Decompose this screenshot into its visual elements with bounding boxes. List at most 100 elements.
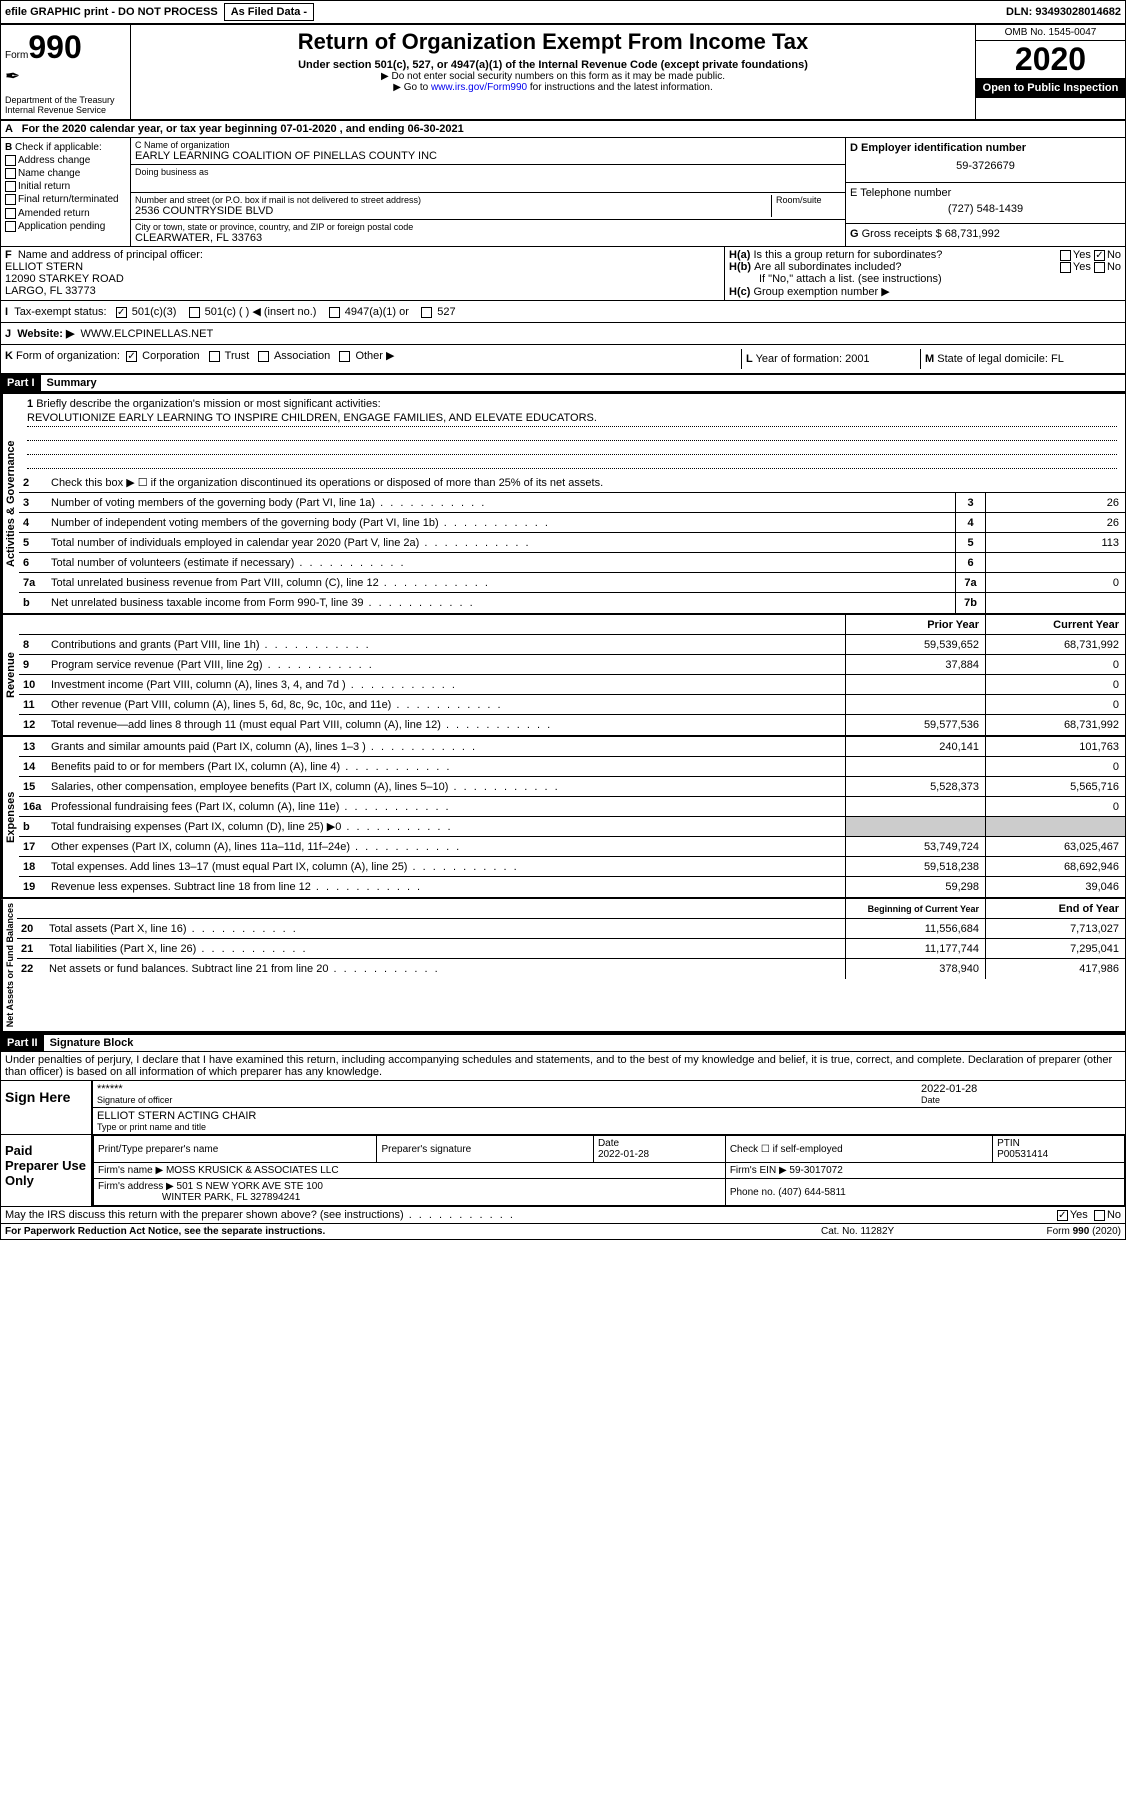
tax-year: 2020 (976, 41, 1125, 78)
cb-501c[interactable] (189, 307, 200, 318)
cb-initial-return[interactable]: Initial return (5, 181, 126, 192)
form-footer: Form 990 (2020) (971, 1226, 1121, 1237)
col-c: C Name of organization EARLY LEARNING CO… (131, 138, 845, 246)
cb-other[interactable] (339, 351, 350, 362)
form-990: efile GRAPHIC print - DO NOT PROCESS As … (0, 0, 1126, 1240)
k-label: K (5, 350, 13, 362)
discuss-yes[interactable] (1057, 1210, 1068, 1221)
officer-addr2: LARGO, FL 33773 (5, 285, 96, 297)
cat-no: Cat. No. 11282Y (821, 1226, 971, 1237)
cb-501c3[interactable] (116, 307, 127, 318)
ha-label: H(a) (729, 249, 750, 261)
cb-amended-return[interactable]: Amended return (5, 208, 126, 219)
mission-block: 1 Briefly describe the organization's mi… (19, 394, 1125, 473)
part2-header: Part II Signature Block (1, 1033, 1125, 1052)
city-label: City or town, state or province, country… (135, 222, 841, 232)
form-number: 990 (28, 29, 81, 65)
subtitle-3: ▶ Go to www.irs.gov/Form990 for instruct… (139, 82, 967, 93)
line-2: 2 Check this box ▶ ☐ if the organization… (19, 473, 1125, 493)
line-16a: 16a Professional fundraising fees (Part … (19, 797, 1125, 817)
discuss-no[interactable] (1094, 1210, 1105, 1221)
line-11: 11 Other revenue (Part VIII, column (A),… (19, 695, 1125, 715)
form-header: Form990 ✒ Department of the Treasury Int… (1, 25, 1125, 121)
row-a-label: A (5, 123, 13, 135)
row-k: K Form of organization: Corporation Trus… (1, 345, 1125, 375)
cb-association[interactable] (258, 351, 269, 362)
city-row: City or town, state or province, country… (131, 220, 845, 246)
public-inspection: Open to Public Inspection (976, 78, 1125, 98)
org-name: EARLY LEARNING COALITION OF PINELLAS COU… (135, 150, 841, 162)
org-name-row: C Name of organization EARLY LEARNING CO… (131, 138, 845, 165)
website: WWW.ELCPINELLAS.NET (81, 328, 214, 340)
phone-label: E Telephone number (850, 187, 1121, 199)
line-6: 6 Total number of volunteers (estimate i… (19, 553, 1125, 573)
row-a-text: For the 2020 calendar year, or tax year … (22, 123, 464, 135)
footer: For Paperwork Reduction Act Notice, see … (1, 1224, 1125, 1239)
part1-label: Part I (1, 375, 41, 391)
col-b: B Check if applicable: Address change Na… (1, 138, 131, 246)
goto-pre: ▶ Go to (393, 82, 431, 93)
discuss-text: May the IRS discuss this return with the… (5, 1209, 515, 1221)
street-label: Number and street (or P.O. box if mail i… (135, 195, 771, 205)
ha-yes[interactable] (1060, 250, 1071, 261)
i-label: I (5, 306, 8, 318)
cb-527[interactable] (421, 307, 432, 318)
firm-addr-cell: Firm's address ▶ 501 S NEW YORK AVE STE … (94, 1179, 726, 1206)
col-end: End of Year (985, 899, 1125, 918)
cb-final-return[interactable]: Final return/terminated (5, 194, 126, 205)
self-emp: Check ☐ if self-employed (725, 1136, 992, 1163)
cb-trust[interactable] (209, 351, 220, 362)
dba-row: Doing business as (131, 165, 845, 193)
col-m: M State of legal domicile: FL (921, 349, 1121, 369)
g-label: G (850, 228, 859, 240)
cb-corporation[interactable] (126, 351, 137, 362)
line-17: 17 Other expenses (Part IX, column (A), … (19, 837, 1125, 857)
vtab-expenses: Expenses (1, 737, 19, 897)
blank-line (27, 427, 1117, 441)
check-if-applicable: Check if applicable: (15, 142, 102, 153)
ein: 59-3726679 (850, 154, 1121, 178)
col-l: L Year of formation: 2001 (742, 349, 921, 369)
sig-officer-line: ****** Signature of officer 2022-01-28 D… (93, 1081, 1125, 1108)
irs-link[interactable]: www.irs.gov/Form990 (431, 82, 527, 93)
firm-phone-cell: Phone no. (407) 644-5811 (725, 1179, 1124, 1206)
hb-note: If "No," attach a list. (see instruction… (729, 273, 1121, 285)
cb-application-pending[interactable]: Application pending (5, 221, 126, 232)
col-f: F Name and address of principal officer:… (1, 247, 725, 300)
officer-label: Name and address of principal officer: (18, 249, 203, 261)
header-right: OMB No. 1545-0047 2020 Open to Public In… (975, 25, 1125, 119)
gross-receipts-row: G Gross receipts $ 68,731,992 (846, 224, 1125, 244)
blank-line (27, 455, 1117, 469)
blank-line (27, 441, 1117, 455)
part2-title: Signature Block (44, 1035, 140, 1051)
cb-address-change[interactable]: Address change (5, 155, 126, 166)
sign-here-label: Sign Here (1, 1081, 91, 1134)
firm-ein-cell: Firm's EIN ▶ 59-3017072 (725, 1163, 1124, 1179)
col-current: Current Year (985, 615, 1125, 634)
col-h: H(a) Is this a group return for subordin… (725, 247, 1125, 300)
dln-value: 93493028014682 (1035, 6, 1121, 18)
cb-4947[interactable] (329, 307, 340, 318)
ptin-cell: PTINP00531414 (993, 1136, 1125, 1163)
mission-text: REVOLUTIONIZE EARLY LEARNING TO INSPIRE … (27, 410, 1117, 427)
city: CLEARWATER, FL 33763 (135, 232, 841, 244)
discuss-row: May the IRS discuss this return with the… (1, 1207, 1125, 1224)
part1-header: Part I Summary (1, 375, 1125, 392)
dln-label: DLN: (1006, 6, 1032, 18)
state-domicile: FL (1051, 353, 1064, 365)
ha-no[interactable] (1094, 250, 1105, 261)
row-fh: F Name and address of principal officer:… (1, 247, 1125, 301)
row-a: A For the 2020 calendar year, or tax yea… (1, 121, 1125, 138)
cb-name-change[interactable]: Name change (5, 168, 126, 179)
line1-text: Briefly describe the organization's miss… (36, 398, 380, 410)
part1-title: Summary (41, 375, 103, 391)
section-revenue: Revenue Prior Year Current Year 8 Contri… (1, 615, 1125, 737)
hb-yes[interactable] (1060, 262, 1071, 273)
form-prefix: Form (5, 50, 28, 61)
line-14: 14 Benefits paid to or for members (Part… (19, 757, 1125, 777)
hb-label: H(b) (729, 261, 751, 273)
as-filed: As Filed Data - (224, 3, 314, 21)
paid-preparer-row: Paid Preparer Use Only Print/Type prepar… (1, 1135, 1125, 1207)
hb-no[interactable] (1094, 262, 1105, 273)
dept-treasury: Department of the Treasury Internal Reve… (5, 95, 126, 115)
